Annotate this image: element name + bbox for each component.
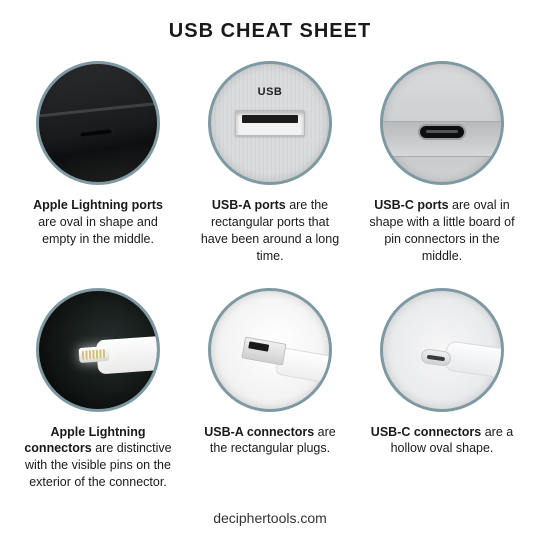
usb-c-connector-desc: USB-C connectors are a hollow oval shape… xyxy=(368,424,516,458)
lightning-port-rest: are oval in shape and empty in the middl… xyxy=(38,215,158,246)
lightning-port-image xyxy=(36,61,160,185)
usb-c-cable-icon xyxy=(443,340,504,379)
cell-usb-a-connector: USB-A connectors are the rectangular plu… xyxy=(196,288,344,503)
lightning-port-desc: Apple Lightning ports are oval in shape … xyxy=(24,197,172,248)
usb-a-port-bold: USB-A ports xyxy=(212,198,286,212)
connector-grid: Apple Lightning ports are oval in shape … xyxy=(24,61,516,502)
usb-c-connector-bold: USB-C connectors xyxy=(371,425,481,439)
lightning-connector-image xyxy=(36,288,160,412)
lightning-connector-desc: Apple Lightning connectors are distincti… xyxy=(24,424,172,492)
lightning-port-bold: Apple Lightning ports xyxy=(33,198,163,212)
usb-c-port-image xyxy=(380,61,504,185)
usb-a-metal-icon xyxy=(241,337,286,366)
usb-c-port-desc: USB-C ports are oval in shape with a lit… xyxy=(368,197,516,265)
cell-usb-a-port: USB USB-A ports are the rectangular port… xyxy=(196,61,344,276)
usb-a-port-label: USB xyxy=(211,86,329,98)
cell-usb-c-connector: USB-C connectors are a hollow oval shape… xyxy=(368,288,516,503)
usb-a-port-desc: USB-A ports are the rectangular ports th… xyxy=(196,197,344,265)
usb-c-slot-icon xyxy=(420,126,464,138)
usb-a-port-image: USB xyxy=(208,61,332,185)
cell-lightning-port: Apple Lightning ports are oval in shape … xyxy=(24,61,172,276)
usb-c-port-bold: USB-C ports xyxy=(374,198,448,212)
page-title: USB CHEAT SHEET xyxy=(169,20,371,43)
usb-a-connector-desc: USB-A connectors are the rectangular plu… xyxy=(196,424,344,458)
usb-a-slot-icon xyxy=(235,110,305,136)
cell-usb-c-port: USB-C ports are oval in shape with a lit… xyxy=(368,61,516,276)
usb-c-connector-image xyxy=(380,288,504,412)
footer-link: deciphertools.com xyxy=(213,510,327,526)
cell-lightning-connector: Apple Lightning connectors are distincti… xyxy=(24,288,172,503)
infographic-container: USB CHEAT SHEET Apple Lightning ports ar… xyxy=(0,0,540,540)
usb-a-connector-image xyxy=(208,288,332,412)
lightning-tip-icon xyxy=(79,346,110,363)
usb-a-connector-bold: USB-A connectors xyxy=(204,425,314,439)
